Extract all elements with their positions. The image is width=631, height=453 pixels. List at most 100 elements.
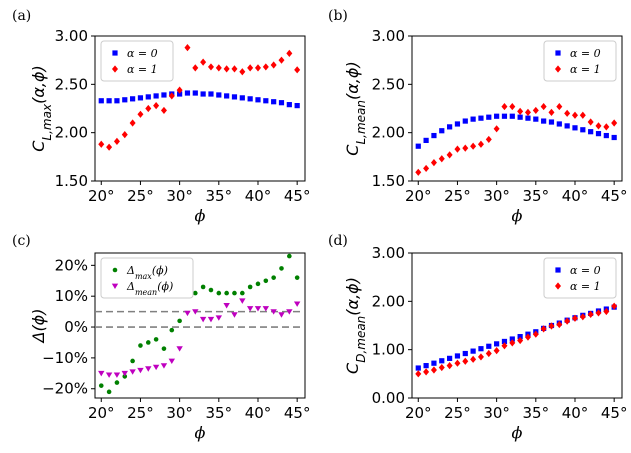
data-point (423, 368, 430, 376)
data-point (548, 322, 555, 330)
data-point (232, 290, 237, 296)
y-tick-label: 0% (64, 318, 88, 336)
data-point (454, 121, 461, 127)
legend-label: α = 1 (570, 63, 601, 76)
data-point (207, 316, 215, 323)
y-axis-label-args: (α,ϕ) (343, 61, 362, 100)
data-series (415, 102, 618, 176)
data-point (216, 290, 222, 296)
y-tick-label: 1.50 (372, 172, 405, 190)
y-axis-label-args: (α,ϕ) (343, 277, 362, 316)
data-point (415, 370, 422, 378)
data-point (105, 372, 113, 378)
data-point (262, 63, 269, 71)
legend-label: Δmax(ϕ) (126, 264, 168, 281)
data-point (477, 353, 484, 361)
chart-panel: (c)20° 25° 30° 35° 40° 45°−20%−10%0%10%20%ϕΔ(… (12, 233, 310, 442)
y-axis-label-args: (α,ϕ) (29, 65, 48, 104)
x-tick-label: 25° (444, 187, 471, 205)
data-point (247, 284, 253, 290)
data-point (231, 65, 238, 73)
data-point (486, 343, 492, 349)
data-point (199, 316, 207, 323)
data-point (279, 266, 284, 271)
data-point (509, 102, 516, 111)
data-point (176, 86, 183, 94)
data-point (184, 90, 191, 96)
axes-frame (411, 35, 623, 182)
data-point (540, 102, 547, 111)
data-point (603, 307, 610, 316)
data-point (446, 362, 453, 370)
data-point (224, 93, 230, 99)
y-tick-label: 2.00 (55, 124, 88, 142)
axes-frame (94, 35, 306, 182)
data-point (454, 353, 461, 359)
data-point (247, 64, 254, 72)
data-point (423, 137, 429, 143)
x-tick-label: 25° (444, 404, 471, 422)
legend-label-base: Δ (126, 280, 135, 293)
x-axis-label: ϕ (512, 423, 523, 442)
data-point (439, 358, 445, 364)
data-point (223, 65, 230, 73)
data-point (556, 102, 563, 111)
x-axis-label: ϕ (512, 206, 523, 225)
data-point (145, 94, 151, 100)
data-point (454, 359, 461, 367)
data-point (271, 275, 276, 280)
data-point (231, 94, 238, 100)
data-point (121, 131, 128, 139)
data-point (611, 302, 618, 310)
y-axis-label-base: C (343, 362, 362, 374)
data-series (415, 304, 617, 371)
legend-label: α = 0 (127, 47, 158, 60)
data-point (145, 104, 152, 113)
data-point (177, 91, 183, 97)
data-point (462, 357, 469, 365)
data-point (114, 98, 120, 104)
data-point (207, 63, 214, 71)
data-point (254, 306, 262, 312)
data-point (579, 313, 586, 321)
y-tick-label: 3.00 (372, 27, 405, 45)
data-series (98, 253, 300, 395)
data-point (447, 124, 453, 130)
data-point (98, 370, 105, 377)
data-point (153, 337, 159, 342)
legend: α = 0 α = 1 (543, 257, 617, 299)
y-axis-label: CL,max(α,ϕ) (29, 65, 54, 152)
data-series (98, 298, 301, 378)
panel-label: (d) (328, 233, 348, 249)
data-point (200, 284, 206, 290)
data-point (485, 349, 492, 358)
y-tick-label: 0.00 (372, 389, 405, 407)
data-point (588, 129, 594, 135)
y-axis-label: CD,mean(α,ϕ) (343, 277, 368, 374)
legend: Δmax(ϕ)Δmean(ϕ) (100, 257, 194, 299)
data-point (130, 358, 135, 364)
data-point (478, 346, 484, 352)
data-point (130, 96, 136, 102)
y-tick-label: 2.50 (55, 75, 88, 93)
panel-label: (c) (12, 233, 31, 249)
data-point (138, 343, 143, 348)
data-point (430, 159, 437, 167)
data-point (161, 92, 167, 98)
data-point (595, 131, 602, 137)
data-point (524, 333, 531, 341)
x-tick-label: 45° (284, 404, 311, 422)
y-axis-label: Δ(ϕ) (29, 309, 48, 345)
data-point (423, 363, 429, 369)
data-point (223, 303, 230, 309)
data-point (533, 116, 539, 122)
data-point (294, 275, 300, 280)
legend-label: α = 1 (570, 280, 601, 293)
data-point (587, 310, 594, 318)
data-point (247, 96, 253, 102)
data-point (98, 383, 104, 388)
data-point (595, 122, 602, 130)
data-point (431, 360, 437, 366)
data-point (494, 341, 500, 347)
